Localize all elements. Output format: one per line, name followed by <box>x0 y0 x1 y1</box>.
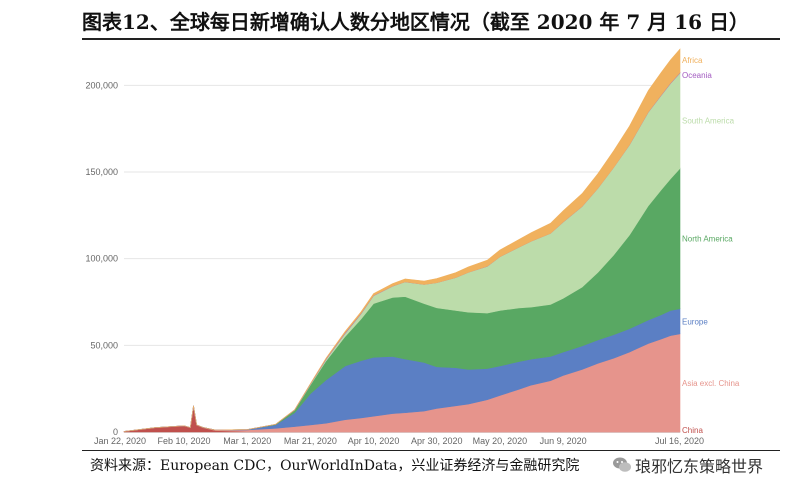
series-label: Asia excl. China <box>682 379 740 388</box>
source-rule <box>82 450 780 451</box>
x-tick-label: Jul 16, 2020 <box>655 436 704 446</box>
y-tick-label: 100,000 <box>85 254 118 264</box>
y-tick-label: 200,000 <box>85 80 118 90</box>
wechat-icon <box>613 457 631 472</box>
series-label: Africa <box>682 56 703 65</box>
watermark: 琅邪忆东策略世界 <box>612 452 782 478</box>
series-label: South America <box>682 117 735 126</box>
series-label: China <box>682 426 703 435</box>
x-tick-label: Apr 30, 2020 <box>411 436 463 446</box>
source-note: 资料来源：European CDC，OurWorldInData，兴业证券经济与… <box>90 458 580 474</box>
x-tick-label: Jan 22, 2020 <box>94 436 146 446</box>
x-tick-label: Feb 10, 2020 <box>157 436 210 446</box>
watermark-text: 琅邪忆东策略世界 <box>635 457 764 476</box>
series-labels: China Asia excl. China Europe North America… <box>682 56 740 435</box>
x-axis-ticks: Jan 22, 2020 Feb 10, 2020 Mar 1, 2020 Mar 2… <box>94 436 704 446</box>
series-label: Oceania <box>682 71 712 80</box>
x-tick-label: Jun 9, 2020 <box>540 436 587 446</box>
series-areas <box>123 48 681 433</box>
series-label: Europe <box>682 317 708 326</box>
y-tick-label: 50,000 <box>90 340 118 350</box>
x-tick-label: Mar 1, 2020 <box>223 436 271 446</box>
series-area-africa <box>123 48 681 432</box>
y-tick-label: 0 <box>113 427 118 437</box>
series-label: North America <box>682 235 733 244</box>
y-axis-ticks: 0 50,000 100,000 150,000 200,000 <box>85 80 118 437</box>
x-tick-label: Mar 21, 2020 <box>284 436 337 446</box>
x-tick-label: May 20, 2020 <box>473 436 528 446</box>
x-tick-label: Apr 10, 2020 <box>348 436 400 446</box>
title-rule <box>82 38 780 40</box>
y-tick-label: 150,000 <box>85 167 118 177</box>
report-title: 图表12、全球每日新增确认人数分地区情况（截至 2020 年 7 月 16 日） <box>82 10 750 34</box>
